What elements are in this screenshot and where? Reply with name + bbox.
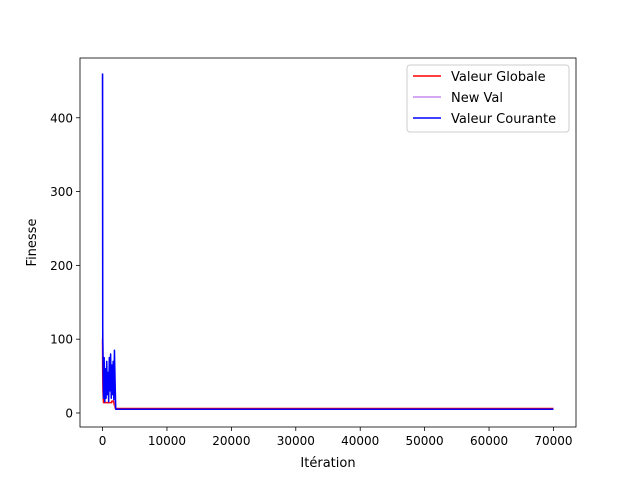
y-axis-ticks: 0 100 200 300 400 <box>50 111 80 420</box>
x-tick-label: 30000 <box>277 434 315 448</box>
x-tick-label: 20000 <box>212 434 250 448</box>
y-tick-label: 100 <box>50 333 73 347</box>
series-line-valeur-courante <box>101 73 554 411</box>
x-tick-label: 40000 <box>341 434 379 448</box>
legend-label-valeur-globale: Valeur Globale <box>451 70 546 85</box>
x-tick-label: 10000 <box>148 434 186 448</box>
legend-frame <box>406 64 570 133</box>
x-tick-label: 50000 <box>406 434 444 448</box>
legend: Valeur Globale New Val Valeur Courante <box>406 64 570 133</box>
plot-frame <box>79 57 577 428</box>
y-axis-label: Finesse <box>25 219 40 267</box>
x-axis-ticks: 0 10000 20000 30000 40000 50000 60000 70000 <box>99 427 573 448</box>
legend-label-new-val: New Val <box>451 91 503 106</box>
y-tick-label: 200 <box>50 259 73 273</box>
legend-label-valeur-courante: Valeur Courante <box>451 112 556 127</box>
y-tick-label: 400 <box>50 111 73 125</box>
x-tick-label: 70000 <box>534 434 572 448</box>
y-tick-label: 300 <box>50 185 73 199</box>
x-tick-label: 60000 <box>470 434 508 448</box>
x-tick-label: 0 <box>99 434 107 448</box>
plot-lines <box>101 73 554 411</box>
y-tick-label: 0 <box>65 406 73 420</box>
x-axis-label: Itération <box>300 456 355 471</box>
